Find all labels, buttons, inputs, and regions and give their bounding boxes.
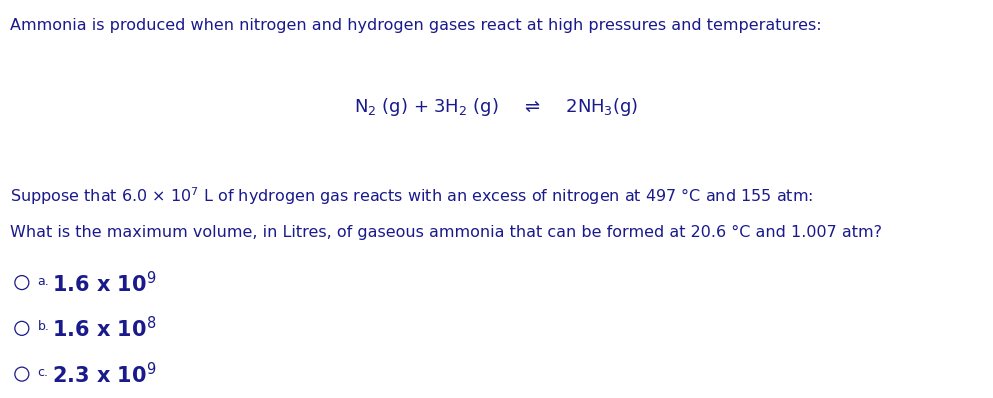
Text: Suppose that 6.0 $\times$ 10$^7$ L of hydrogen gas reacts with an excess of nitr: Suppose that 6.0 $\times$ 10$^7$ L of hy… — [10, 185, 813, 207]
Text: N$_2$ (g) + 3H$_2$ (g)    $\rightleftharpoons$    2NH$_3$(g): N$_2$ (g) + 3H$_2$ (g) $\rightleftharpoo… — [355, 96, 638, 117]
Text: c.: c. — [38, 366, 49, 379]
Text: What is the maximum volume, in Litres, of gaseous ammonia that can be formed at : What is the maximum volume, in Litres, o… — [10, 225, 882, 240]
Text: Ammonia is produced when nitrogen and hydrogen gases react at high pressures and: Ammonia is produced when nitrogen and hy… — [10, 18, 821, 33]
Text: 1.6 x 10$^{8}$: 1.6 x 10$^{8}$ — [52, 316, 156, 341]
Text: 2.3 x 10$^{9}$: 2.3 x 10$^{9}$ — [52, 362, 156, 387]
Text: b.: b. — [38, 320, 50, 334]
Text: a.: a. — [38, 275, 50, 288]
Text: 1.6 x 10$^{9}$: 1.6 x 10$^{9}$ — [52, 271, 156, 296]
